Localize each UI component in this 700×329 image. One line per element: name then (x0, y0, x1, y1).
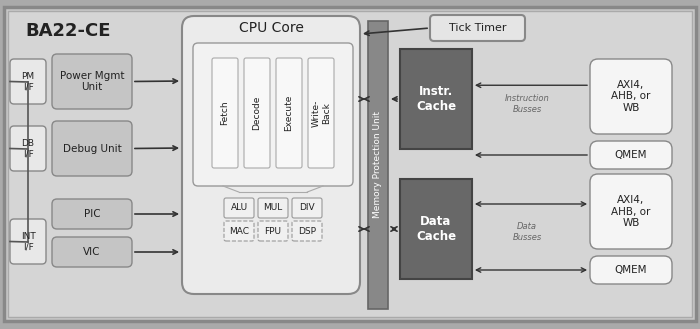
Text: Tick Timer: Tick Timer (449, 23, 506, 33)
FancyBboxPatch shape (224, 221, 254, 241)
Text: MUL: MUL (263, 204, 283, 213)
Text: PIC: PIC (84, 209, 100, 219)
FancyBboxPatch shape (10, 219, 46, 264)
Text: Instr.
Cache: Instr. Cache (416, 85, 456, 113)
Text: Data
Cache: Data Cache (416, 215, 456, 243)
Text: VIC: VIC (83, 247, 101, 257)
Text: DSP: DSP (298, 226, 316, 236)
Text: ALU: ALU (230, 204, 248, 213)
FancyBboxPatch shape (182, 16, 360, 294)
Text: Decode: Decode (253, 96, 262, 130)
FancyBboxPatch shape (10, 126, 46, 171)
Text: CPU Core: CPU Core (239, 21, 303, 35)
FancyBboxPatch shape (52, 121, 132, 176)
FancyBboxPatch shape (52, 54, 132, 109)
FancyBboxPatch shape (276, 58, 302, 168)
FancyBboxPatch shape (590, 141, 672, 169)
Text: BA22-CE: BA22-CE (25, 22, 111, 40)
Text: FPU: FPU (265, 226, 281, 236)
Text: QMEM: QMEM (615, 265, 648, 275)
FancyBboxPatch shape (430, 15, 525, 41)
FancyBboxPatch shape (308, 58, 334, 168)
Text: Instruction
Busses: Instruction Busses (505, 94, 550, 114)
FancyBboxPatch shape (258, 198, 288, 218)
FancyBboxPatch shape (224, 198, 254, 218)
Text: Write-
Back: Write- Back (312, 99, 330, 127)
Bar (400, 179, 472, 279)
Text: Memory Protection Unit: Memory Protection Unit (374, 112, 382, 218)
Text: AXI4,
AHB, or
WB: AXI4, AHB, or WB (611, 80, 651, 113)
FancyBboxPatch shape (590, 59, 672, 134)
Text: Debug Unit: Debug Unit (62, 143, 121, 154)
Text: AXI4,
AHB, or
WB: AXI4, AHB, or WB (611, 195, 651, 228)
FancyBboxPatch shape (10, 59, 46, 104)
FancyBboxPatch shape (212, 58, 238, 168)
Text: PM
I/F: PM I/F (22, 72, 34, 91)
FancyBboxPatch shape (590, 256, 672, 284)
Text: INT
I/F: INT I/F (20, 232, 36, 251)
Text: Data
Busses: Data Busses (512, 222, 542, 242)
FancyBboxPatch shape (244, 58, 270, 168)
FancyBboxPatch shape (258, 221, 288, 241)
FancyBboxPatch shape (193, 43, 353, 186)
Bar (400, 49, 472, 149)
FancyBboxPatch shape (590, 174, 672, 249)
Text: MAC: MAC (229, 226, 249, 236)
FancyBboxPatch shape (52, 237, 132, 267)
Text: Fetch: Fetch (220, 101, 230, 125)
Text: DIV: DIV (299, 204, 315, 213)
Bar (368, 21, 388, 309)
FancyBboxPatch shape (292, 198, 322, 218)
Text: Power Mgmt
Unit: Power Mgmt Unit (60, 71, 125, 92)
Text: QMEM: QMEM (615, 150, 648, 160)
FancyBboxPatch shape (52, 199, 132, 229)
Text: Execute: Execute (284, 95, 293, 131)
FancyBboxPatch shape (292, 221, 322, 241)
Text: DB
I/F: DB I/F (22, 139, 34, 158)
